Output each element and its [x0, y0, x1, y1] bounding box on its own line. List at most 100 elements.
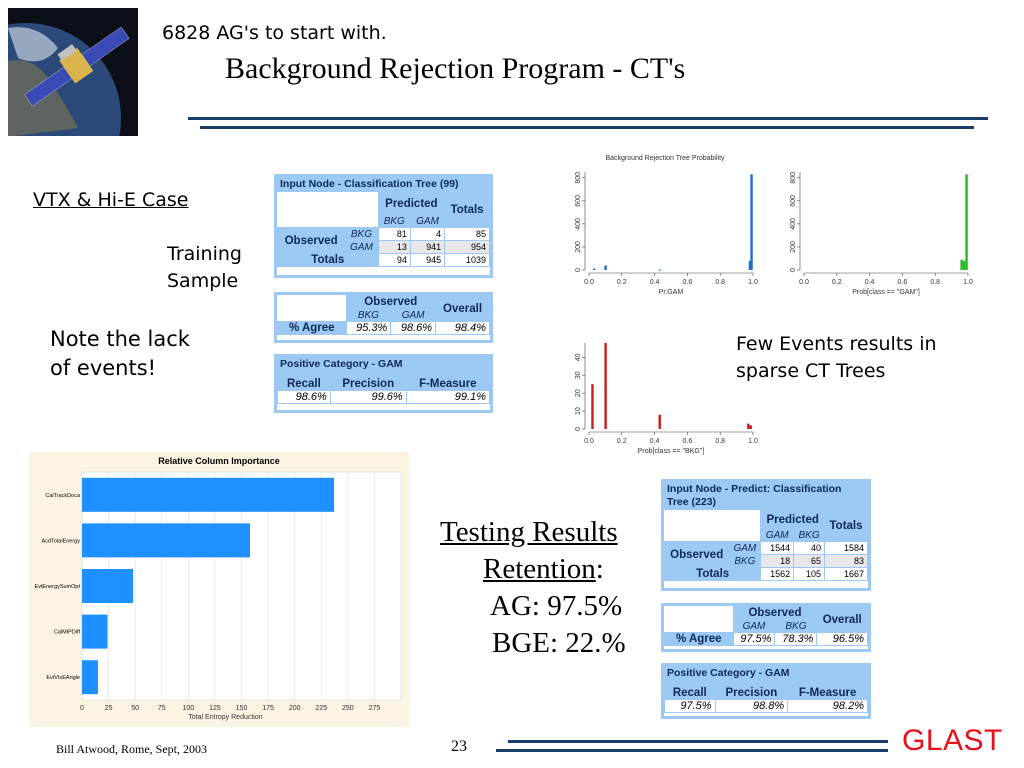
few-events-line-1: Few Events results in	[736, 333, 937, 355]
table-cell: 78.3%	[774, 632, 818, 646]
x-tick-label: 0.8	[715, 279, 725, 286]
footer-rule-bottom	[496, 749, 888, 752]
category-label: AcdTotalEnergy	[41, 538, 80, 544]
few-events-line-2: sparse CT Trees	[736, 360, 886, 382]
page-number: 23	[451, 738, 467, 755]
totals-header: Totals	[444, 192, 490, 228]
x-tick-label: 125	[209, 705, 221, 712]
histogram-bar	[750, 174, 753, 270]
histogram-bar	[960, 259, 963, 270]
title-rule-bottom	[200, 126, 974, 129]
footer-rule-top	[508, 740, 888, 743]
y-tick-label: 800	[790, 172, 797, 184]
x-axis-label: Prob[class == "BKG"]	[638, 448, 704, 455]
importance-bar	[82, 477, 335, 512]
agree-label: % Agree	[277, 321, 347, 335]
y-tick-label: 400	[575, 218, 582, 230]
observed-header: Observed	[345, 295, 437, 309]
col-header: BKG	[793, 528, 826, 542]
table-cell: 941	[409, 240, 446, 254]
testing-results-block: Testing Results Retention: AG: 97.5% BGE…	[440, 514, 652, 662]
category-label: CalTrackDoca	[45, 493, 81, 499]
col-header: BKG	[774, 619, 818, 633]
x-tick-label: 0.4	[650, 279, 660, 286]
test-agree-table: Observed Overall GAM BKG % Agree 97.5% 7…	[661, 603, 871, 652]
table-cell: 99.6%	[329, 390, 407, 404]
agree-label: % Agree	[664, 632, 734, 646]
retention-colon: :	[595, 553, 604, 585]
train-positive-table: Positive Category - GAM Recall Precision…	[274, 354, 493, 413]
col-header: F-Measure	[405, 377, 491, 391]
table-cell: 98.4%	[435, 321, 490, 335]
table-cell: 97.5%	[664, 699, 716, 713]
y-tick-label: 0	[575, 427, 582, 431]
x-axis-label: Prob[class == "GAM"]	[852, 289, 920, 296]
y-tick-label: 20	[575, 389, 582, 397]
table-cell: 1667	[824, 567, 868, 581]
importance-bar	[82, 523, 251, 558]
col-header: BKG	[345, 308, 392, 322]
category-label: EvtVtxEAngle	[46, 675, 80, 681]
table-cell: 1039	[444, 253, 490, 267]
note-line-2: of events!	[50, 356, 157, 380]
column-importance-chart: Relative Column Importance 0 25 50 75 100 125 1…	[29, 452, 409, 727]
hist-gam-green: 0.0 0.2 0.4 0.6 0.8 1.0 0 200 400 600 800 Prob[clas…	[790, 172, 973, 296]
table-cell: 85	[444, 227, 490, 241]
y-tick-label: 0	[790, 268, 797, 272]
observed-header: Observed	[732, 606, 818, 620]
col-header: BKG	[377, 214, 411, 228]
satellite-logo	[8, 8, 138, 136]
table-cell: 98.8%	[714, 699, 789, 713]
col-header: Recall	[277, 377, 331, 391]
train-agree-table: Observed Overall BKG GAM % Agree 95.3% 9…	[274, 292, 493, 343]
col-header: Precision	[714, 686, 789, 700]
col-header: F-Measure	[787, 686, 868, 700]
y-tick-label: 30	[575, 371, 582, 379]
histogram-bar	[658, 269, 661, 271]
row-header: BKG	[344, 227, 379, 241]
table-header: Positive Category - GAM	[664, 666, 868, 686]
table-cell: 65	[793, 554, 826, 568]
table-cell: 98.6%	[390, 321, 437, 335]
x-tick-label: 0.4	[865, 279, 875, 286]
col-header: GAM	[390, 308, 437, 322]
histogram-bar	[604, 265, 607, 270]
table-cell: 94	[377, 253, 411, 267]
few-events-note: Few Events results in sparse CT Trees	[736, 331, 937, 385]
row-header: BKG	[728, 554, 762, 568]
chart-title: Background Rejection Tree Probability	[605, 155, 725, 162]
histogram-bar	[604, 343, 607, 429]
predicted-header: Predicted	[760, 510, 826, 529]
table-cell: 97.5%	[732, 632, 776, 646]
table-cell: 945	[409, 253, 446, 267]
footer-author: Bill Atwood, Rome, Sept, 2003	[56, 742, 208, 756]
x-tick-label: 1.0	[748, 438, 758, 445]
x-tick-label: 0.0	[584, 438, 594, 445]
training-line-1: Training	[167, 243, 242, 265]
x-tick-label: 100	[182, 705, 194, 712]
y-tick-label: 200	[790, 241, 797, 253]
importance-bar	[82, 614, 108, 649]
table-cell: 98.6%	[277, 390, 331, 404]
x-axis-label: Pr.GAM	[659, 289, 684, 296]
importance-bar	[82, 660, 98, 695]
x-tick-label: 0.2	[832, 279, 842, 286]
x-tick-label: 150	[236, 705, 248, 712]
chart-title: Relative Column Importance	[158, 456, 280, 466]
totals-header: Totals	[824, 510, 868, 542]
x-tick-label: 0.0	[799, 279, 809, 286]
table-cell: 95.3%	[345, 321, 392, 335]
testing-heading: Testing Results	[440, 516, 618, 548]
x-tick-label: 225	[315, 705, 327, 712]
y-tick-label: 600	[575, 195, 582, 207]
y-tick-label: 800	[575, 172, 582, 184]
overall-header: Overall	[435, 295, 490, 322]
retention-label: Retention	[483, 553, 596, 585]
row-header: GAM	[344, 240, 379, 254]
x-tick-label: 275	[369, 705, 381, 712]
y-tick-label: 400	[790, 218, 797, 230]
x-tick-label: 0.0	[584, 279, 594, 286]
ag-retention: AG: 97.5%	[490, 590, 623, 622]
observed-header: Observed	[663, 541, 730, 568]
table-cell: 954	[444, 240, 490, 254]
